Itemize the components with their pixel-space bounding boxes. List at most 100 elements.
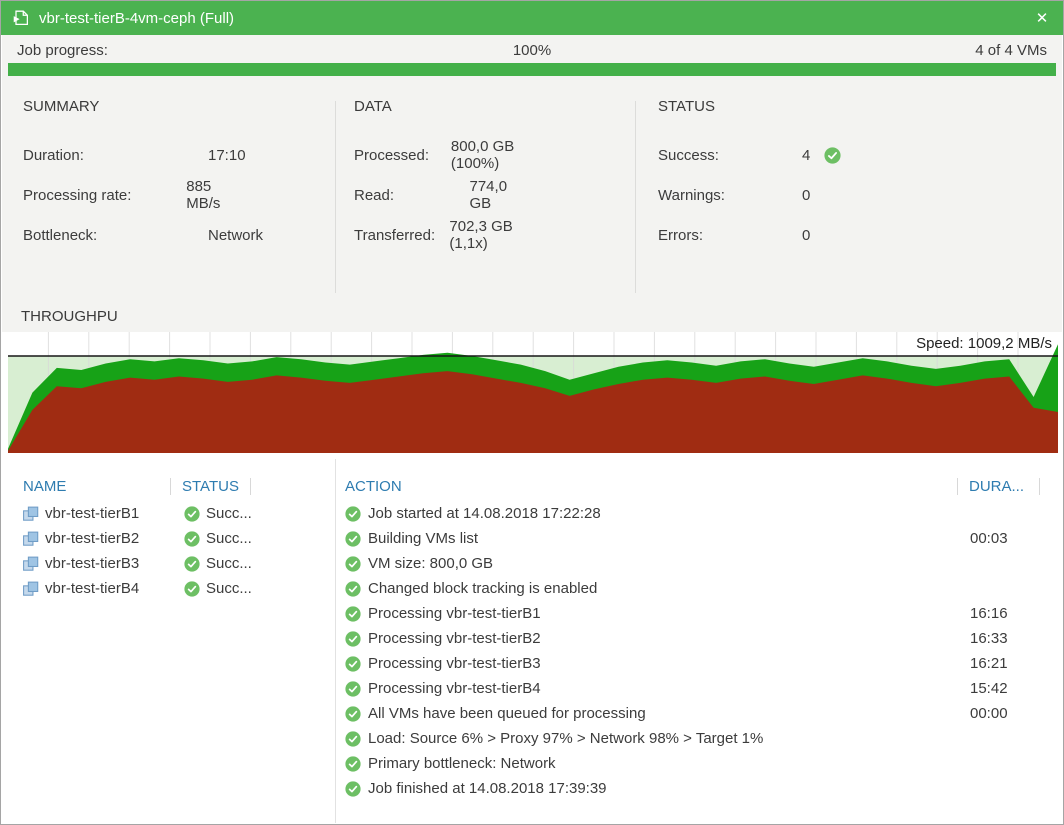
vm-status-text: Succ...: [206, 530, 252, 547]
action-row[interactable]: Processing vbr-test-tierB2 16:33: [345, 626, 1050, 651]
action-text: Load: Source 6% > Proxy 97% > Network 98…: [368, 730, 764, 747]
action-text: Processing vbr-test-tierB3: [368, 655, 541, 672]
processed-label: Processed:: [354, 146, 430, 164]
action-text: Building VMs list: [368, 530, 479, 547]
backup-job-icon: [11, 8, 31, 28]
job-progress-label: Job progress:: [17, 42, 108, 59]
vm-status-text: Succ...: [206, 580, 252, 597]
panel-divider: [635, 101, 636, 293]
window-title: vbr-test-tierB-4vm-ceph (Full): [39, 9, 235, 27]
action-row[interactable]: Processing vbr-test-tierB3 16:21: [345, 651, 1050, 676]
progress-header: Job progress: 100% 4 of 4 VMs: [2, 35, 1062, 63]
action-text: VM size: 800,0 GB: [368, 555, 494, 572]
action-row[interactable]: Building VMs list 00:03: [345, 526, 1050, 551]
vm-icon: [22, 555, 39, 572]
action-text: Processing vbr-test-tierB4: [368, 680, 541, 697]
table-divider: [335, 459, 336, 823]
action-text: Primary bottleneck: Network: [368, 755, 556, 772]
vm-name: vbr-test-tierB2: [45, 530, 140, 547]
action-row[interactable]: Job started at 14.08.2018 17:22:28: [345, 501, 1050, 526]
action-row[interactable]: VM size: 800,0 GB: [345, 551, 1050, 576]
processing-rate-value: 885 MB/s: [186, 178, 221, 212]
vm-row[interactable]: vbr-test-tierB2 Succ...: [22, 526, 327, 551]
vm-icon: [22, 580, 39, 597]
throughput-chart-svg: [8, 332, 1058, 453]
success-label: Success:: [658, 146, 719, 164]
success-icon: [345, 581, 361, 597]
action-row[interactable]: Processing vbr-test-tierB1 16:16: [345, 601, 1050, 626]
throughput-chart: Speed: 1009,2 MB/s: [8, 332, 1058, 453]
success-icon: [345, 506, 361, 522]
action-duration: 15:42: [970, 680, 1008, 697]
titlebar: vbr-test-tierB-4vm-ceph (Full) ✕: [1, 1, 1063, 35]
success-icon: [345, 556, 361, 572]
success-icon: [345, 706, 361, 722]
action-duration: 00:00: [970, 705, 1008, 722]
data-heading: DATA: [354, 98, 392, 115]
warnings-label: Warnings:: [658, 186, 725, 204]
success-icon: [184, 506, 200, 522]
success-icon: [184, 531, 200, 547]
column-header-name[interactable]: NAME: [23, 478, 67, 495]
action-text: Job finished at 14.08.2018 17:39:39: [368, 780, 607, 797]
progress-bar: [8, 63, 1056, 76]
success-icon: [345, 781, 361, 797]
success-icon: [345, 731, 361, 747]
action-text: Processing vbr-test-tierB2: [368, 630, 541, 647]
success-icon: [824, 147, 841, 164]
throughput-heading: THROUGHPU: [21, 308, 118, 325]
success-icon: [184, 556, 200, 572]
column-header-action[interactable]: ACTION: [345, 478, 402, 495]
column-header-duration[interactable]: DURA...: [969, 478, 1025, 495]
action-row[interactable]: Primary bottleneck: Network: [345, 751, 1050, 776]
vm-status-text: Succ...: [206, 505, 252, 522]
vm-name: vbr-test-tierB4: [45, 580, 140, 597]
vm-status-text: Succ...: [206, 555, 252, 572]
transferred-value: 702,3 GB (1,1x): [449, 218, 513, 252]
success-icon: [345, 656, 361, 672]
chart-speed-label: Speed: 1009,2 MB/s: [916, 335, 1052, 352]
action-text: All VMs have been queued for processing: [368, 705, 646, 722]
duration-value: 17:10: [208, 146, 246, 164]
vm-row[interactable]: vbr-test-tierB4 Succ...: [22, 576, 327, 601]
success-icon: [184, 581, 200, 597]
action-duration: 16:16: [970, 605, 1008, 622]
vm-icon: [22, 505, 39, 522]
errors-label: Errors:: [658, 226, 703, 244]
column-separator: [250, 478, 251, 495]
action-duration: 16:21: [970, 655, 1008, 672]
bottleneck-value: Network: [208, 226, 264, 244]
warnings-value: 0: [802, 186, 811, 204]
status-heading: STATUS: [658, 98, 715, 115]
duration-label: Duration:: [23, 146, 84, 164]
success-value: 4: [802, 146, 811, 164]
column-header-status[interactable]: STATUS: [182, 478, 239, 495]
errors-value: 0: [802, 226, 811, 244]
job-progress-vm-count: 4 of 4 VMs: [975, 42, 1047, 59]
vm-row[interactable]: vbr-test-tierB1 Succ...: [22, 501, 327, 526]
details-panel: NAME STATUS ACTION DURA... vbr-test-tier…: [2, 453, 1062, 823]
progress-bar-fill: [8, 63, 1056, 76]
action-duration: 16:33: [970, 630, 1008, 647]
action-row[interactable]: Job finished at 14.08.2018 17:39:39: [345, 776, 1050, 801]
success-icon: [345, 606, 361, 622]
action-row[interactable]: All VMs have been queued for processing …: [345, 701, 1050, 726]
bottleneck-label: Bottleneck:: [23, 226, 98, 244]
column-separator: [1039, 478, 1040, 495]
action-text: Changed block tracking is enabled: [368, 580, 598, 597]
success-icon: [345, 531, 361, 547]
upper-panel: Job progress: 100% 4 of 4 VMs SUMMARY Du…: [2, 35, 1062, 332]
success-icon: [345, 756, 361, 772]
action-row[interactable]: Load: Source 6% > Proxy 97% > Network 98…: [345, 726, 1050, 751]
success-icon: [345, 681, 361, 697]
job-progress-percent: 100%: [512, 42, 552, 59]
action-row[interactable]: Processing vbr-test-tierB4 15:42: [345, 676, 1050, 701]
transferred-label: Transferred:: [354, 226, 436, 244]
vm-row[interactable]: vbr-test-tierB3 Succ...: [22, 551, 327, 576]
action-row[interactable]: Changed block tracking is enabled: [345, 576, 1050, 601]
vm-name: vbr-test-tierB1: [45, 505, 140, 522]
close-button[interactable]: ✕: [1035, 10, 1049, 27]
panel-divider: [335, 101, 336, 293]
column-separator: [170, 478, 171, 495]
